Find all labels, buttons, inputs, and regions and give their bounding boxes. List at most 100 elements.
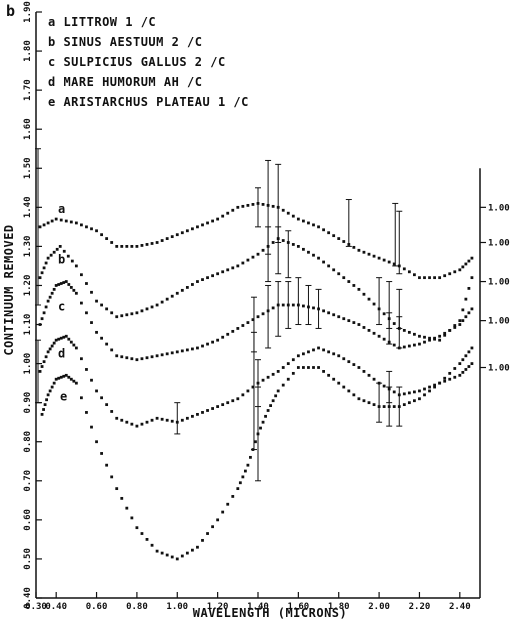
series-b-point bbox=[145, 307, 149, 311]
series-b-point bbox=[180, 288, 184, 292]
series-c-point bbox=[211, 340, 214, 344]
series-a-point bbox=[362, 250, 366, 254]
series-e-point bbox=[307, 366, 310, 369]
series-d-point bbox=[241, 393, 245, 397]
series-c-point bbox=[155, 354, 159, 358]
series-e-point bbox=[69, 377, 73, 381]
series-d-point bbox=[221, 403, 225, 407]
series-b-point bbox=[125, 313, 129, 317]
y-tick-label: 1.00 bbox=[23, 353, 33, 375]
series-d-point bbox=[448, 377, 452, 381]
series-e-point bbox=[155, 549, 159, 553]
ref-label-a: 1.00 bbox=[488, 203, 510, 213]
series-c-point bbox=[291, 303, 295, 307]
series-b-point bbox=[296, 245, 300, 248]
series-e-point bbox=[211, 525, 214, 529]
series-e-point bbox=[428, 389, 431, 393]
series-c-point bbox=[64, 280, 68, 283]
series-a-point bbox=[372, 254, 376, 258]
series-e-point bbox=[337, 381, 341, 385]
series-a-point bbox=[464, 262, 468, 266]
series-e-point bbox=[243, 469, 247, 473]
legend-entry: c SULPICIUS GALLUS 2 /C bbox=[48, 55, 226, 69]
x-tick-label: 1.20 bbox=[207, 602, 229, 612]
series-a-point bbox=[125, 245, 129, 248]
series-e-point bbox=[347, 389, 351, 393]
series-c-point bbox=[175, 350, 179, 354]
legend-entry: e ARISTARCHUS PLATEAU 1 /C bbox=[48, 95, 249, 109]
series-d-point bbox=[54, 338, 58, 342]
series-b-point bbox=[327, 264, 331, 268]
series-e-point bbox=[357, 397, 361, 401]
series-e-point bbox=[115, 487, 119, 491]
series-e-point bbox=[170, 555, 174, 559]
series-e-point bbox=[52, 381, 56, 385]
series-e-point bbox=[266, 409, 270, 412]
series-b-point bbox=[392, 322, 396, 325]
y-tick-label: 1.30 bbox=[23, 236, 33, 258]
y-axis-label: CONTINUUM REMOVED bbox=[2, 224, 16, 355]
x-tick-label: 0.30 bbox=[25, 602, 47, 612]
series-a-point bbox=[90, 227, 93, 231]
series-e-point bbox=[362, 399, 366, 403]
series-d-point bbox=[443, 379, 447, 383]
series-d-point bbox=[59, 336, 63, 340]
series-e-point bbox=[64, 373, 68, 377]
series-a-point bbox=[180, 231, 184, 235]
series-c-point bbox=[115, 354, 119, 358]
series-c-point bbox=[322, 309, 325, 313]
series-e-point bbox=[216, 518, 220, 522]
series-e-point bbox=[196, 545, 199, 549]
series-a-point bbox=[46, 221, 50, 225]
series-d-point bbox=[236, 397, 240, 401]
series-c-point bbox=[100, 336, 103, 340]
series-e-point bbox=[80, 396, 83, 400]
series-c-point bbox=[120, 355, 124, 359]
x-tick-label: 1.80 bbox=[328, 602, 350, 612]
series-b-point bbox=[291, 243, 295, 246]
series-c-point bbox=[464, 315, 468, 319]
series-a-point bbox=[236, 205, 240, 209]
y-tick-label: 0.70 bbox=[23, 470, 33, 492]
series-b-point bbox=[407, 330, 411, 334]
series-c-point bbox=[201, 344, 204, 348]
series-c-point bbox=[160, 353, 164, 357]
series-d-point bbox=[72, 343, 76, 347]
series-d-point bbox=[90, 378, 93, 382]
series-d-point bbox=[413, 390, 416, 394]
series-e-point bbox=[443, 376, 447, 380]
series-a-point bbox=[312, 223, 315, 227]
series-e-point bbox=[120, 496, 124, 500]
series-b-point bbox=[66, 254, 70, 258]
series-b-point bbox=[332, 268, 336, 272]
series-c-point bbox=[352, 321, 356, 324]
series-b-point bbox=[110, 311, 114, 315]
series-d: d bbox=[35, 331, 474, 451]
series-c-point bbox=[44, 305, 48, 309]
series-d-point bbox=[307, 350, 310, 354]
series-c-point bbox=[69, 286, 73, 289]
y-tick-label: 1.10 bbox=[23, 314, 33, 336]
series-b-point bbox=[52, 250, 56, 254]
series-d-point bbox=[362, 370, 366, 373]
series-c-point bbox=[458, 323, 462, 326]
series-e-point bbox=[236, 487, 240, 491]
series-d-point bbox=[327, 350, 331, 354]
series-e-point bbox=[407, 401, 411, 405]
series-e-point bbox=[95, 440, 98, 444]
series-d-point bbox=[332, 352, 336, 356]
series-c-point bbox=[312, 306, 315, 310]
series-d-point bbox=[191, 414, 194, 418]
series-e-point bbox=[59, 375, 63, 379]
series-b-point bbox=[165, 297, 169, 301]
series-e-point bbox=[413, 399, 416, 403]
series-a-point bbox=[50, 219, 54, 223]
series-b-point bbox=[443, 333, 447, 337]
series-d-point bbox=[342, 357, 346, 361]
series-d-point bbox=[286, 362, 290, 365]
series-a-point bbox=[387, 260, 391, 264]
series-d-point bbox=[231, 399, 235, 403]
series-d-point bbox=[155, 416, 159, 420]
series-b-point bbox=[130, 312, 134, 316]
series-e-point bbox=[185, 551, 189, 555]
